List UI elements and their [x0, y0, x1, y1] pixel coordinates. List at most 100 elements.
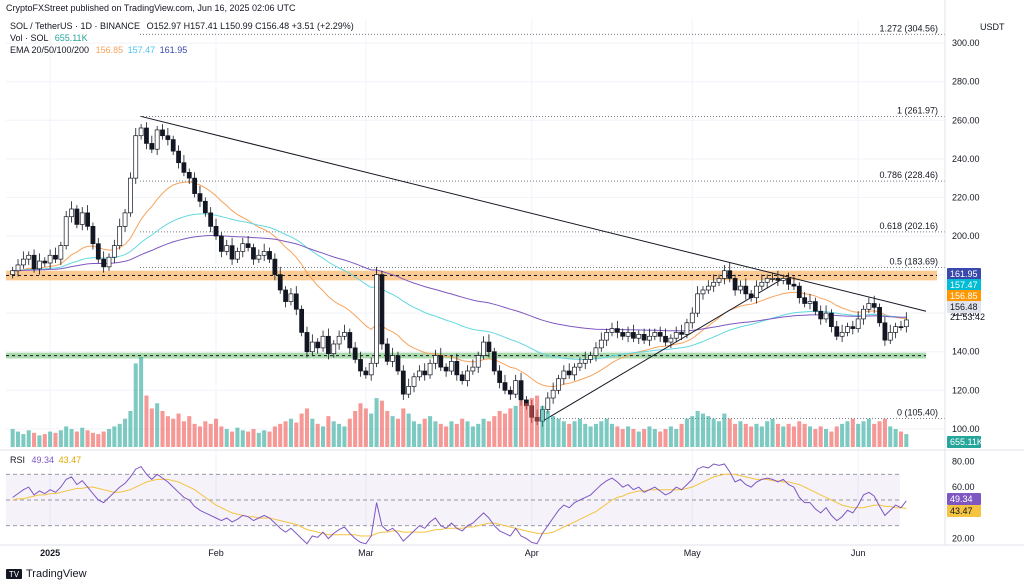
volume-bar-19 — [112, 426, 117, 447]
candle-body-40 — [224, 245, 230, 252]
volume-label[interactable]: Vol · SOL — [10, 33, 49, 43]
candle-body-77 — [422, 370, 428, 376]
volume-bar-10 — [64, 426, 69, 447]
candle-body-144 — [780, 278, 786, 281]
volume-bar-20 — [117, 423, 122, 447]
candle-body-151 — [818, 310, 824, 320]
candle-body-134 — [727, 270, 733, 279]
candle-body-29 — [165, 135, 171, 140]
y-tick-160: 160.00 — [952, 308, 980, 318]
candle-body-83 — [454, 361, 460, 376]
countdown-timer: 21:53:42 — [950, 312, 985, 322]
candle-body-159 — [861, 308, 866, 320]
candle-body-45 — [251, 247, 256, 260]
volume-bar-53 — [294, 422, 299, 447]
rsi-label[interactable]: RSI — [10, 455, 26, 465]
candle-body-125 — [679, 332, 684, 335]
candle-body-93 — [507, 389, 513, 395]
volume-bar-7 — [48, 431, 53, 447]
y-tick-280: 280.00 — [952, 77, 980, 87]
candle-body-71 — [390, 355, 395, 362]
candle-body-163 — [882, 322, 888, 341]
rsi-pane — [6, 463, 907, 545]
candle-body-80 — [438, 355, 444, 368]
candle-body-56 — [309, 341, 315, 353]
volume-bar-135 — [733, 423, 738, 447]
volume-bar-30 — [171, 418, 176, 447]
candle-body-124 — [673, 332, 679, 339]
volume-bar-107 — [583, 423, 588, 447]
volume-bar-27 — [155, 403, 160, 447]
symbol-name[interactable]: SOL / TetherUS · 1D · BINANCE — [10, 21, 141, 31]
candle-body-26 — [149, 143, 155, 150]
volume-bar-147 — [797, 421, 802, 447]
rsi-line — [12, 463, 907, 545]
volume-bar-148 — [802, 423, 807, 447]
candle-body-74 — [406, 386, 412, 395]
candle-body-160 — [866, 303, 872, 310]
candle-body-118 — [641, 334, 647, 341]
ema-label[interactable]: EMA 20/50/100/200 — [10, 45, 90, 55]
candle-body-141 — [764, 278, 770, 283]
volume-bar-22 — [128, 411, 133, 447]
volume-bar-134 — [727, 418, 732, 447]
volume-bar-133 — [722, 413, 727, 447]
volume-bar-85 — [465, 421, 470, 447]
volume-bar-52 — [288, 418, 293, 447]
volume-bar-61 — [337, 423, 342, 447]
candle-body-49 — [272, 258, 278, 275]
ema50-value: 157.47 — [127, 45, 156, 55]
volume-bar-100 — [545, 411, 550, 447]
volume-bar-141 — [765, 421, 770, 447]
rsi-value: 49.34 — [31, 455, 55, 465]
volume-bar-117 — [636, 431, 641, 447]
candle-body-72 — [395, 355, 401, 372]
volume-bar-77 — [422, 418, 427, 447]
candle-body-41 — [229, 245, 235, 260]
rsi-ma-badge: 43.47 — [950, 506, 973, 516]
candle-body-75 — [411, 376, 417, 387]
x-tick-Feb: Feb — [208, 548, 224, 558]
volume-bar-149 — [807, 426, 813, 447]
candle-body-7 — [47, 254, 53, 264]
volume-bar-91 — [497, 411, 502, 447]
rsi-ma-value: 43.47 — [58, 455, 82, 465]
volume-bar-162 — [877, 421, 882, 447]
volume-bar-16 — [96, 434, 101, 447]
volume-bar-66 — [363, 408, 368, 447]
volume-bar-71 — [390, 416, 395, 447]
volume-bar-23 — [133, 363, 138, 447]
volume-bar-129 — [700, 413, 706, 447]
candle-body-95 — [518, 380, 524, 401]
candle-body-150 — [812, 301, 818, 312]
candle-body-90 — [491, 351, 497, 372]
candle-body-156 — [845, 326, 850, 333]
volume-bar-160 — [866, 418, 871, 447]
price-zones — [6, 270, 937, 359]
tradingview-logo[interactable]: TV TradingView — [6, 568, 87, 580]
currency-label: USDT — [980, 22, 1005, 32]
candle-body-64 — [352, 347, 358, 360]
candle-body-3 — [26, 254, 32, 260]
candle-body-154 — [834, 326, 840, 337]
volume-bar-131 — [711, 418, 716, 447]
volume-bar-136 — [738, 421, 743, 447]
volume-bar-44 — [246, 431, 251, 447]
volume-bar-138 — [749, 426, 754, 447]
candle-body-119 — [647, 335, 652, 341]
volume-bar-112 — [609, 423, 615, 447]
candle-body-10 — [63, 216, 69, 246]
candle-body-117 — [636, 334, 642, 339]
volume-bar-164 — [888, 426, 893, 447]
rsi-badge: 49.34 — [950, 494, 973, 504]
volume-bar-167 — [904, 434, 909, 447]
symbol-line: SOL / TetherUS · 1D · BINANCE O152.97 H1… — [10, 21, 354, 31]
candle-body-50 — [277, 274, 283, 291]
candle-body-88 — [481, 341, 486, 356]
candle-body-145 — [786, 278, 791, 285]
volume-bar-157 — [850, 418, 855, 447]
volume-bar-128 — [695, 411, 700, 447]
volume-bar-40 — [224, 429, 229, 447]
volume-bar-62 — [342, 426, 347, 447]
